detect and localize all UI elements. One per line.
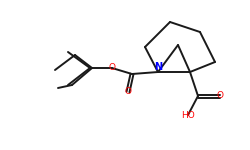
Text: O: O: [216, 92, 224, 100]
Text: O: O: [124, 87, 132, 96]
Text: HO: HO: [181, 111, 195, 120]
Text: N: N: [154, 62, 162, 72]
Text: O: O: [108, 63, 116, 72]
